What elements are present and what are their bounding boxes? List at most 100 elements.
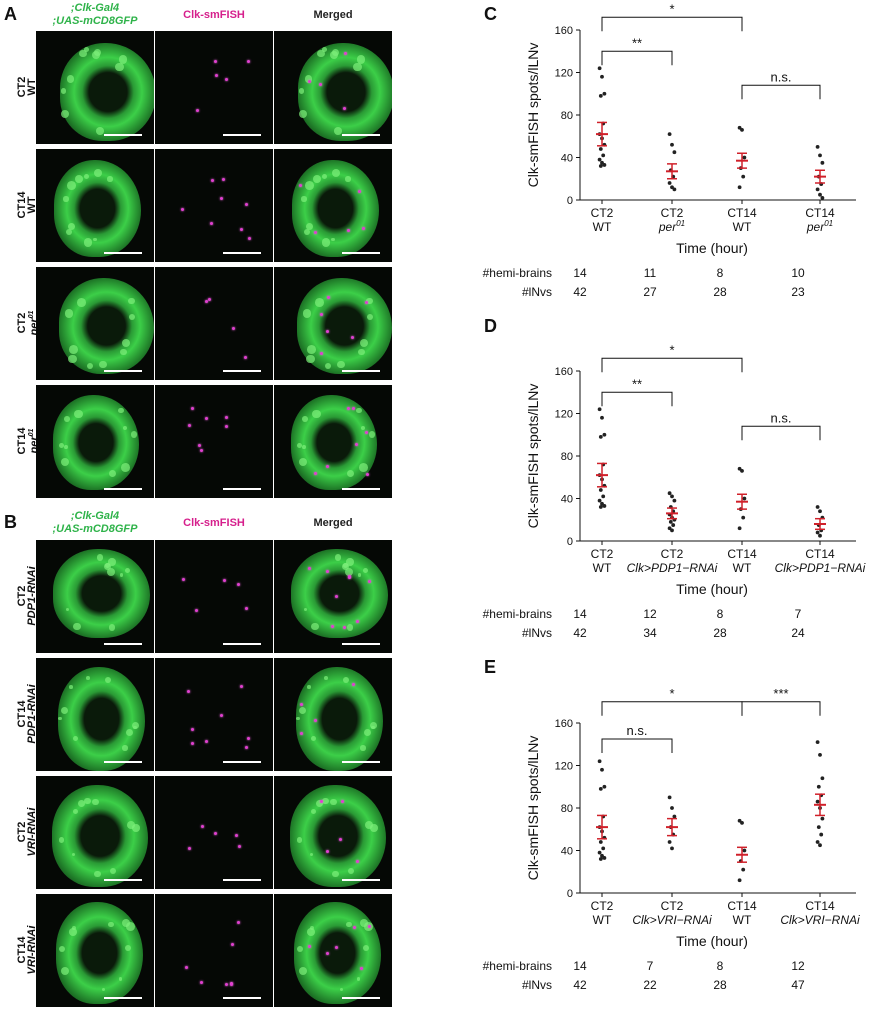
gfp-speckle — [126, 922, 136, 932]
gfp-speckle — [122, 745, 128, 751]
smfish-spot — [224, 77, 228, 81]
smfish-spot — [352, 407, 356, 411]
x-axis-label: Time (hour) — [676, 933, 748, 949]
smfish-spot — [205, 300, 209, 304]
gfp-speckle — [370, 824, 378, 832]
smfish-spot — [244, 746, 248, 750]
smfish-spot — [325, 330, 329, 334]
category-sublabel: WT — [733, 220, 752, 234]
category-label: CT2 — [661, 547, 684, 561]
data-point — [597, 759, 602, 764]
data-point — [602, 504, 607, 508]
smfish-spot — [330, 625, 334, 629]
smfish-spot — [299, 183, 303, 187]
gfp-speckle — [126, 729, 134, 737]
micrograph-gfp — [36, 658, 154, 771]
hemi-brain-count: 10 — [791, 266, 805, 280]
smfish-spot — [334, 595, 338, 599]
significance-bracket — [601, 391, 673, 407]
gfp-speckle — [73, 735, 79, 741]
gfp-speckle — [64, 309, 74, 319]
micrograph-gfp — [36, 149, 154, 262]
hemi-brain-count: 14 — [573, 607, 587, 621]
data-point — [602, 432, 607, 437]
gfp-speckle — [108, 558, 116, 566]
gfp-speckle — [313, 175, 322, 184]
micrograph-gfp — [36, 540, 154, 653]
smfish-spot — [314, 231, 318, 235]
gfp-speckle — [296, 837, 303, 843]
gfp-speckle — [322, 47, 327, 53]
gfp-speckle — [110, 868, 117, 875]
smfish-spot — [346, 406, 350, 410]
gfp-speckle — [92, 237, 97, 242]
gfp-speckle — [60, 966, 69, 976]
micrograph-merged — [274, 267, 392, 380]
scale-bar — [104, 997, 142, 999]
data-point — [818, 843, 822, 848]
gfp-speckle — [366, 297, 373, 305]
data-point — [741, 515, 746, 520]
smfish-spot — [368, 579, 372, 583]
x-axis-label: Time (hour) — [676, 581, 748, 597]
scale-bar — [342, 879, 380, 881]
gfp-speckle — [359, 918, 368, 927]
data-point — [667, 840, 672, 844]
gfp-speckle — [118, 55, 128, 65]
gfp-speckle — [356, 407, 362, 414]
gfp-speckle — [58, 837, 65, 843]
y-tick-label: 80 — [561, 110, 573, 122]
data-point — [600, 767, 604, 772]
scale-bar — [104, 761, 142, 763]
smfish-spot — [319, 351, 323, 355]
lnv-count: 42 — [573, 626, 587, 640]
hemi-brain-count: 8 — [717, 266, 724, 280]
category-sublabel: per01 — [806, 219, 833, 234]
gfp-speckle — [64, 445, 68, 450]
data-point — [598, 488, 603, 492]
significance-bracket — [601, 357, 743, 373]
smfish-spot — [211, 179, 215, 183]
category-sublabel: per01 — [658, 219, 685, 234]
gfp-speckle — [309, 852, 314, 857]
data-point — [820, 776, 825, 781]
smfish-spot — [200, 448, 204, 452]
data-point — [672, 150, 677, 155]
micrograph-fish — [155, 776, 273, 889]
scale-bar — [223, 488, 261, 490]
micrograph-merged — [274, 540, 392, 653]
category-label: CT14 — [727, 547, 757, 561]
smfish-spot — [343, 626, 347, 630]
lnv-count: 47 — [791, 978, 805, 992]
gfp-speckle — [311, 409, 321, 419]
category-sublabel: WT — [733, 913, 752, 927]
gfp-speckle — [60, 110, 69, 119]
column-header-gfp-b: ;Clk-Gal4 ;UAS-mCD8GFP — [36, 510, 154, 536]
smfish-spot — [214, 831, 218, 835]
category-superscript: 01 — [824, 219, 833, 228]
scale-bar — [342, 488, 380, 490]
y-tick-label: 0 — [567, 536, 573, 548]
gfp-speckle — [64, 415, 71, 422]
data-point — [737, 878, 742, 883]
gfp-speckle — [298, 88, 304, 94]
smfish-spot — [247, 237, 251, 241]
gfp-speckle — [126, 820, 136, 830]
smfish-spot — [210, 222, 214, 226]
gfp-speckle — [73, 622, 81, 631]
smfish-spot — [191, 728, 195, 731]
data-point — [668, 519, 673, 524]
data-point — [670, 528, 674, 533]
data-point — [741, 174, 746, 179]
gfp-speckle — [307, 685, 311, 689]
gfp-speckle — [342, 676, 349, 683]
gfp-cell — [294, 902, 381, 1004]
gfp-speckle — [119, 573, 124, 577]
gfp-speckle — [68, 354, 77, 364]
data-point — [818, 752, 822, 757]
scale-bar — [223, 997, 261, 999]
data-point — [815, 144, 820, 149]
smfish-spot — [223, 578, 227, 582]
data-point — [597, 407, 602, 412]
